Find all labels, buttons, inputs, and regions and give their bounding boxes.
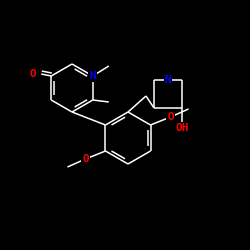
Text: N: N (90, 71, 96, 81)
Text: O: O (167, 112, 174, 122)
Text: N: N (164, 75, 172, 85)
Text: OH: OH (175, 123, 189, 133)
Text: O: O (82, 154, 89, 164)
Text: O: O (30, 69, 36, 79)
